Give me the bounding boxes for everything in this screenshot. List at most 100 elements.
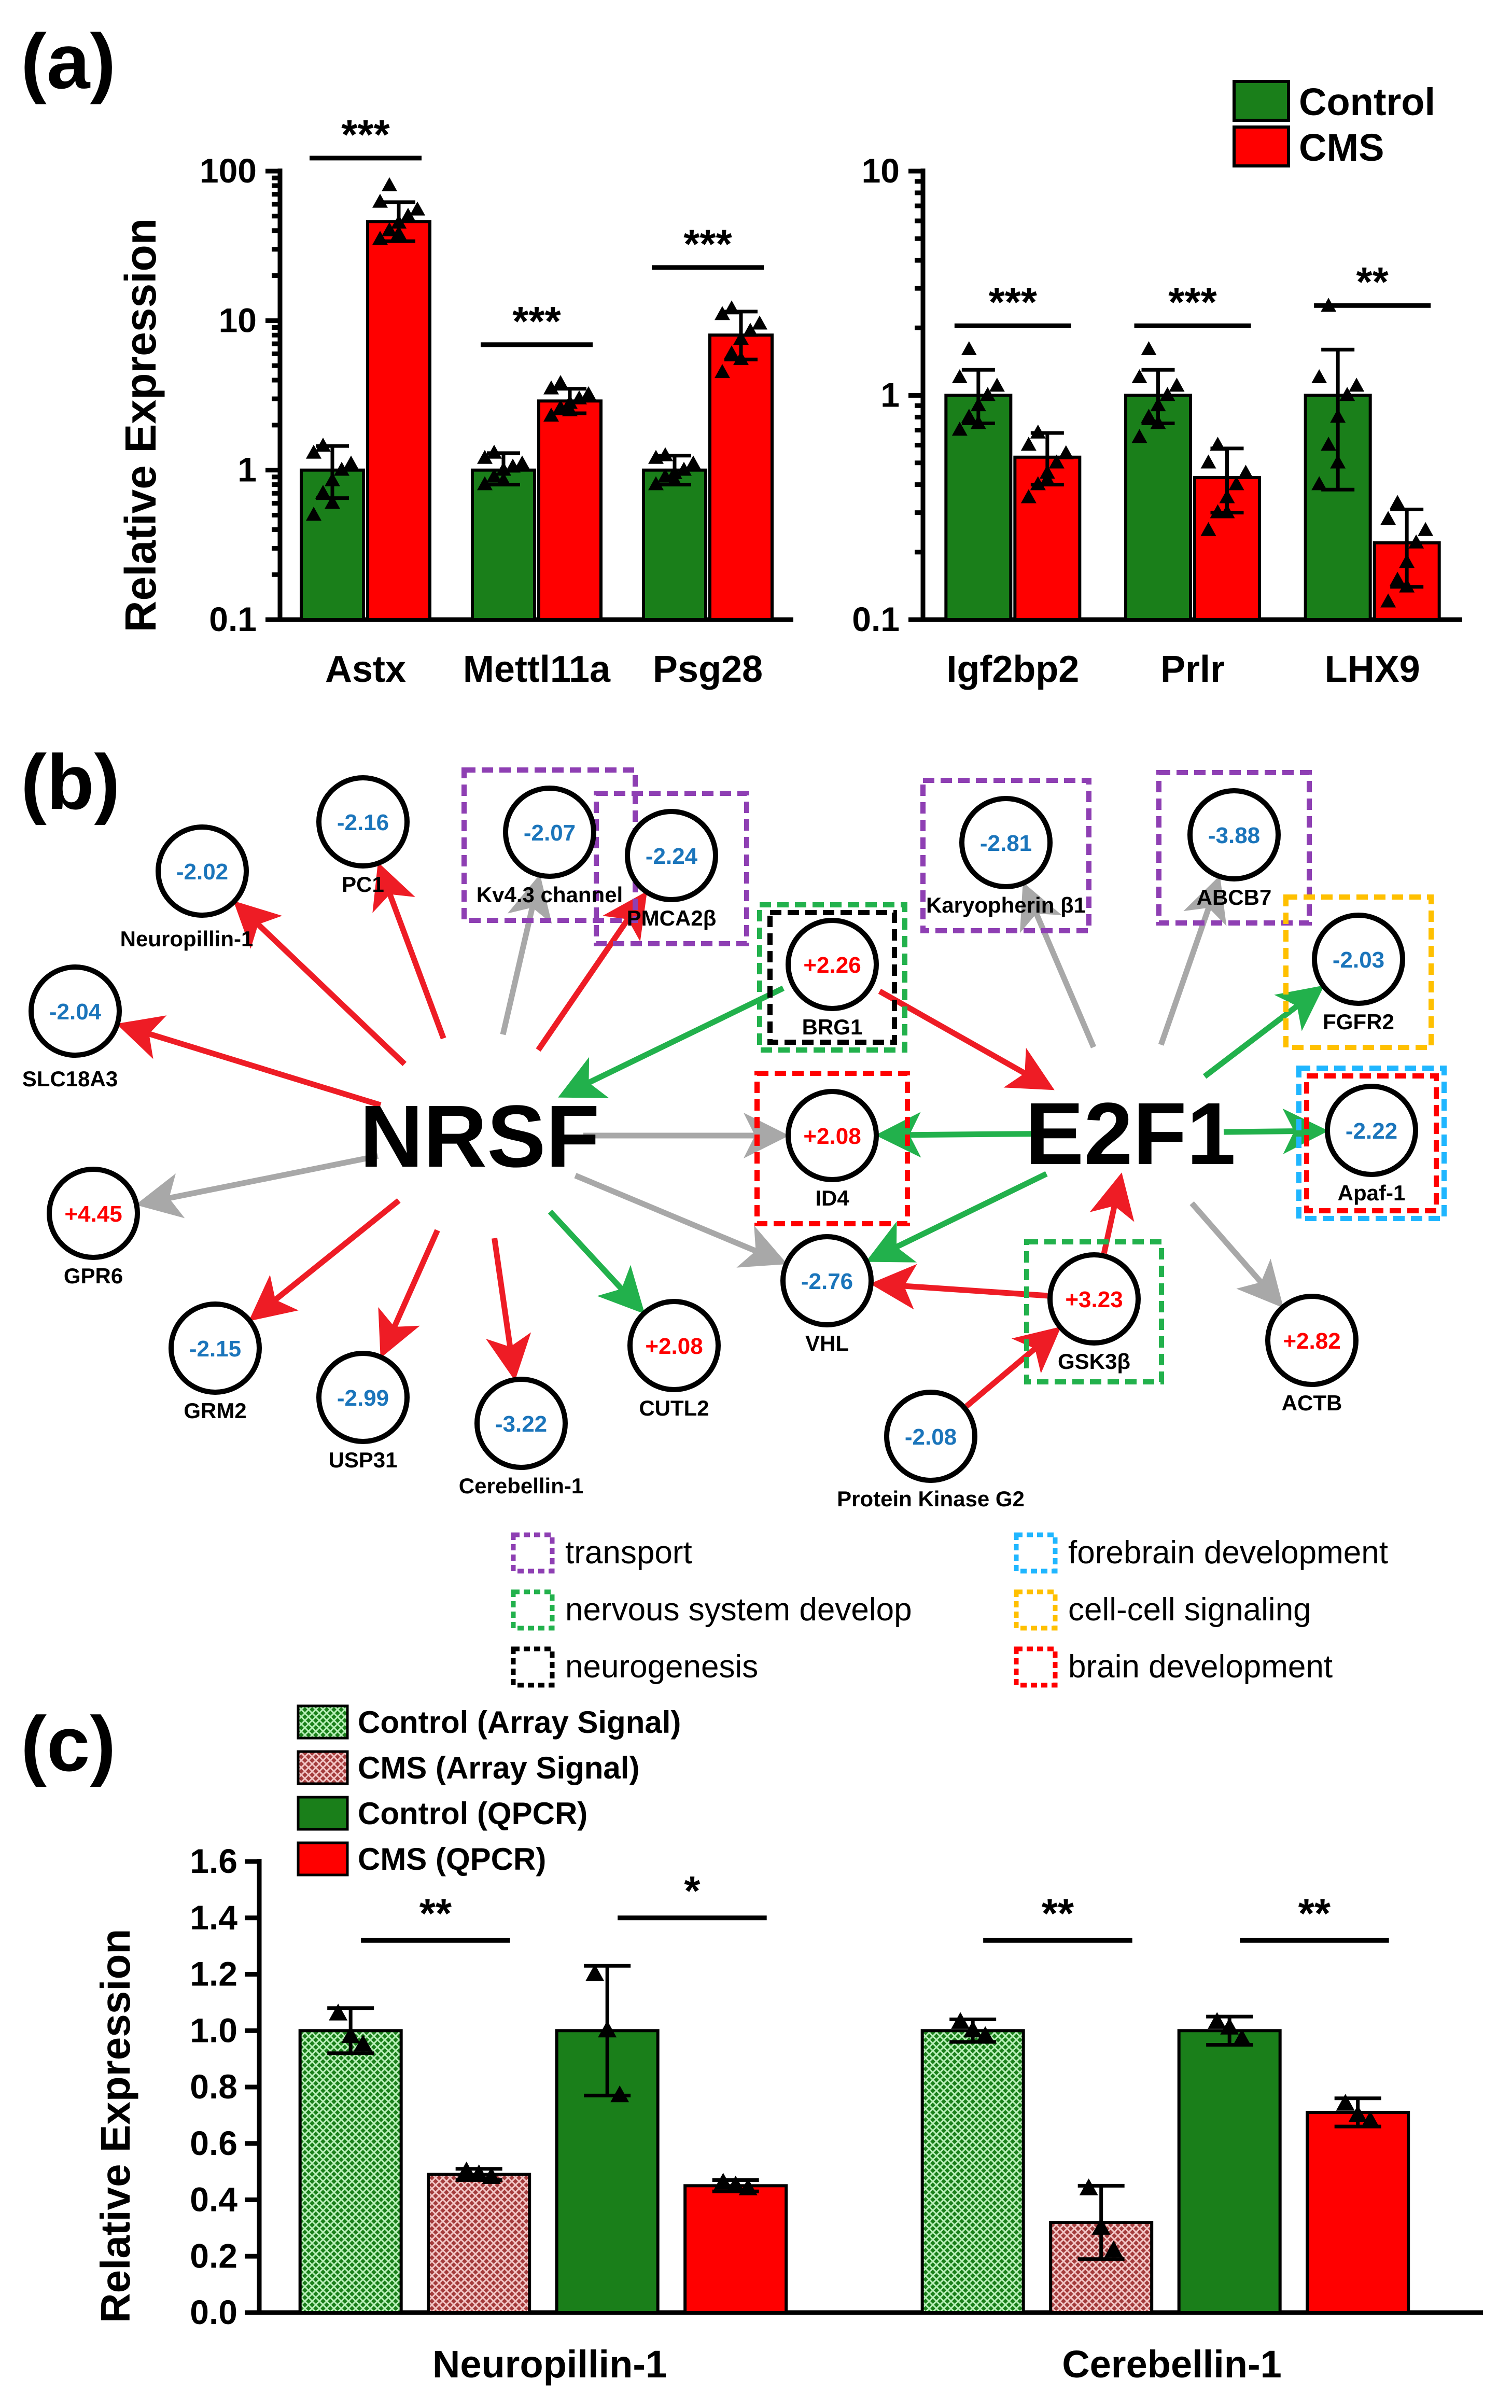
y-tick-label: 10: [219, 301, 257, 339]
data-point: [1030, 476, 1046, 491]
legend-swatch-control: [1233, 80, 1290, 122]
data-point: [976, 2026, 995, 2043]
data-point: [496, 472, 511, 486]
data-point: [726, 2175, 745, 2193]
node-value: -2.02: [176, 859, 228, 885]
edge-grey: [1019, 882, 1097, 1048]
annotation-legend-label: brain development: [1068, 1649, 1333, 1685]
node-value: -3.88: [1208, 823, 1260, 848]
category-label: Neuropillin-1: [432, 2343, 667, 2386]
data-point: [1228, 476, 1244, 491]
bar: [683, 2184, 788, 2314]
data-point: [724, 300, 739, 315]
node-circle: [959, 796, 1053, 889]
data-point: [1104, 2240, 1123, 2258]
data-point: [581, 386, 596, 400]
edge-green: [1223, 1108, 1329, 1154]
data-point: [1399, 578, 1415, 593]
node-circle: [503, 786, 596, 879]
data-point: [306, 444, 321, 459]
legend-label: Control (Array Signal): [358, 1705, 681, 1740]
bar: [920, 2029, 1025, 2314]
y-tick-label: 10: [862, 151, 900, 190]
data-point: [382, 222, 397, 236]
legend-swatch: [297, 1750, 349, 1785]
annotation-legend-label: neurogenesis: [565, 1649, 758, 1685]
data-point: [1150, 397, 1166, 412]
annotation-legend-swatch: [511, 1532, 555, 1574]
edge-green: [865, 1171, 1048, 1263]
edge-green: [558, 985, 785, 1098]
bar-control: [642, 468, 707, 622]
node-value: -2.22: [1346, 1118, 1397, 1144]
data-point: [1020, 489, 1037, 503]
node-name: SLC18A3: [22, 1067, 118, 1091]
y-tick-label: 1.4: [190, 1898, 237, 1937]
y-tick-label: 1: [237, 451, 257, 489]
data-point: [372, 193, 388, 208]
legend-label: CMS (QPCR): [358, 1842, 546, 1877]
data-point: [733, 351, 749, 365]
significance-label: **: [1298, 1890, 1331, 1936]
data-point: [970, 397, 986, 412]
annotation-box-apaf: [1304, 1073, 1439, 1213]
data-point: [1390, 495, 1406, 509]
data-point: [553, 375, 568, 389]
node-value: -2.99: [337, 1385, 389, 1411]
data-point: [306, 507, 321, 521]
data-point: [1131, 369, 1147, 384]
edge-red: [372, 862, 446, 1040]
edge-red: [536, 891, 648, 1052]
y-tick-label: 0.6: [190, 2124, 237, 2162]
data-point: [1058, 445, 1074, 459]
bar-cms: [366, 220, 431, 621]
node-name: GRM2: [184, 1398, 246, 1423]
data-point: [1219, 489, 1235, 503]
significance-label: **: [1356, 259, 1389, 305]
data-point: [1330, 409, 1346, 423]
node-circle: [780, 1234, 874, 1327]
node-name: ABCB7: [1197, 885, 1272, 909]
edge-red: [964, 1326, 1061, 1409]
node-value: -2.04: [49, 999, 102, 1025]
node-name: ACTB: [1282, 1391, 1342, 1415]
edge-red: [248, 1198, 401, 1321]
significance-label: ***: [512, 298, 561, 344]
node-circle: [1047, 1252, 1141, 1346]
annotation-box-brg1: [767, 910, 897, 1045]
edge-red: [878, 988, 1055, 1090]
data-point: [410, 201, 425, 216]
node-name: GSK3β: [1058, 1349, 1130, 1374]
node-circle: [316, 1351, 410, 1444]
annotation-box-abcb7: [1156, 770, 1312, 926]
data-point: [1091, 2218, 1111, 2235]
node-circle: [169, 1301, 262, 1395]
data-point: [1311, 476, 1327, 491]
legend-label-cms: CMS: [1299, 126, 1384, 169]
category-label: Mettl11a: [463, 649, 611, 690]
panel-label-a: (a): [21, 18, 116, 105]
data-point: [1210, 437, 1226, 451]
annotation-legend-swatch: [1014, 1646, 1058, 1688]
data-point: [657, 447, 673, 461]
annotation-box-kv43: [461, 767, 638, 923]
data-point: [543, 380, 559, 395]
node-value: -2.16: [337, 810, 389, 835]
bar: [1177, 2029, 1282, 2314]
data-point: [382, 177, 397, 191]
node-name: PC1: [342, 872, 384, 897]
data-point: [951, 2012, 970, 2029]
data-point: [657, 468, 673, 483]
hub-nrsf: NRSF: [360, 1087, 600, 1186]
edge-grey: [574, 1173, 788, 1268]
legend-label-control: Control: [1299, 80, 1435, 123]
legend-swatch: [297, 1704, 349, 1740]
a-ylabel: Relative Expression: [116, 218, 165, 632]
edge-grey: [500, 874, 552, 1035]
network: NRSF E2F1 -2.16 PC1 -2.07 Kv4.3 channel -2.02 N…: [22, 767, 1447, 1688]
significance-label: ***: [341, 111, 390, 158]
data-point: [477, 450, 493, 464]
data-point: [1339, 387, 1355, 401]
data-point: [334, 461, 349, 476]
